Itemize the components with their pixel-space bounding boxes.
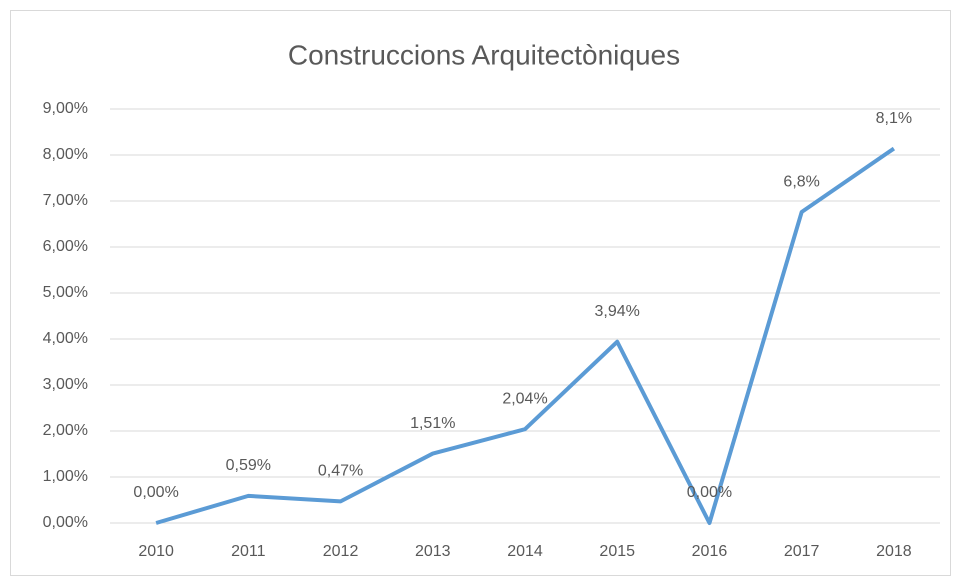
y-tick-label: 5,00%	[43, 284, 88, 301]
data-label: 2,04%	[502, 390, 547, 407]
x-tick-label: 2018	[876, 543, 912, 560]
y-tick-label: 2,00%	[43, 422, 88, 439]
x-tick-label: 2016	[692, 543, 728, 560]
y-tick-label: 3,00%	[43, 376, 88, 393]
data-label: 8,1%	[876, 110, 912, 127]
chart-title: Construccions Arquitectòniques	[288, 39, 680, 70]
x-tick-label: 2015	[599, 543, 635, 560]
y-tick-label: 6,00%	[43, 238, 88, 255]
x-tick-label: 2011	[231, 543, 266, 560]
data-label: 0,59%	[226, 457, 271, 474]
data-label: 3,94%	[595, 303, 640, 320]
data-label: 0,00%	[133, 484, 178, 501]
y-tick-label: 7,00%	[43, 192, 88, 209]
y-tick-label: 1,00%	[43, 468, 88, 485]
data-line	[155, 146, 896, 525]
x-tick-label: 2013	[415, 543, 451, 560]
x-tick-label: 2014	[507, 543, 543, 560]
data-label: 0,00%	[687, 484, 732, 501]
y-tick-label: 8,00%	[43, 146, 88, 163]
data-label: 1,51%	[410, 415, 455, 432]
y-tick-label: 4,00%	[43, 330, 88, 347]
y-tick-label: 0,00%	[43, 514, 88, 531]
data-label: 6,8%	[783, 173, 819, 190]
x-tick-label: 2010	[138, 543, 174, 560]
y-tick-label: 9,00%	[43, 100, 88, 117]
x-tick-label: 2012	[323, 543, 359, 560]
x-tick-label: 2017	[784, 543, 820, 560]
data-label: 0,47%	[318, 463, 363, 480]
